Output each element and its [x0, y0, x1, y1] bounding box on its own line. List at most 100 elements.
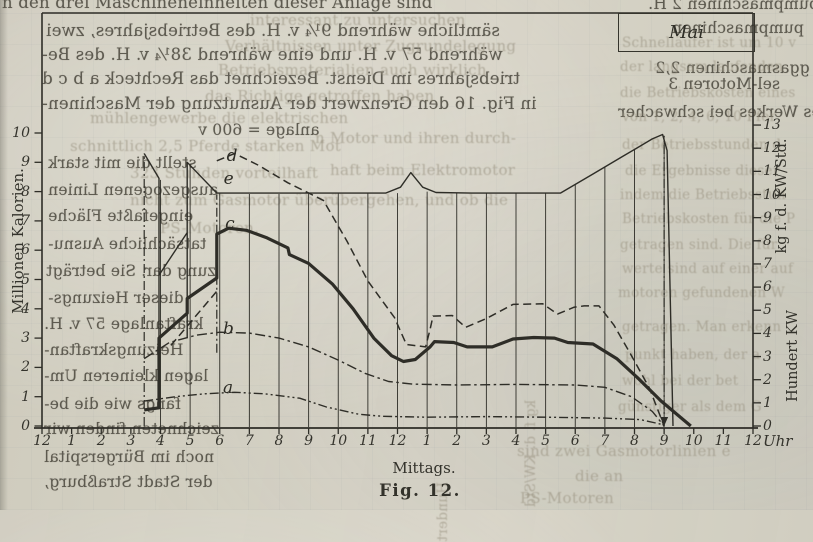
- x-tick-label: 4: [511, 433, 521, 449]
- arrow-head: [660, 417, 669, 426]
- x-tick-label: 10: [329, 433, 348, 449]
- x-tick-label: 5: [541, 433, 551, 449]
- x-tick-label: 8: [274, 433, 284, 449]
- month-label-box: Mai: [618, 13, 755, 52]
- x-tick-label: 12: [744, 433, 762, 449]
- page-text-fragment: sind zwei Gasmotorlinien e: [517, 442, 731, 460]
- y-right-tick-label: 0: [763, 418, 772, 434]
- page-text-fragment: schnittlich 2,5 Pferde starken Mot: [70, 137, 342, 155]
- x-tick-label: 10: [684, 433, 703, 449]
- y-left-tick-label: 10: [12, 125, 30, 141]
- curve-label-e: e: [223, 169, 234, 190]
- x-tick-label: 9: [304, 433, 314, 449]
- y-right-tick-label: 8: [763, 232, 772, 249]
- y-left-tick-label: 7: [21, 212, 30, 229]
- page-text-fragment: punkt haben, der a: [625, 347, 761, 363]
- y-right-tick-label: 12: [763, 140, 781, 157]
- x-tick-label: 2: [452, 433, 462, 449]
- x-tick-label: 12: [388, 433, 407, 449]
- page-text-fragment: n den drei Maschineneinheiten dieser Anl…: [2, 0, 433, 12]
- y-left-tick-label: 4: [21, 300, 30, 317]
- x-axis-unit-label: Uhr: [763, 432, 793, 450]
- x-tick-label: 6: [215, 433, 225, 449]
- x-tick-label: 2: [96, 433, 106, 449]
- page-text-fragment: lagen kleineren Um-: [44, 367, 209, 385]
- y-right-tick-label: 11: [763, 163, 781, 180]
- x-tick-label: 9: [659, 433, 669, 449]
- page-text-fragment: kraftanlage 57 v. H.: [44, 315, 204, 333]
- page-text-fragment: Verhältnissen unter Zugrundelegung: [225, 37, 517, 55]
- page-text-fragment: motoren gefundenen W: [618, 285, 786, 301]
- y-right-tick-label: 10: [763, 186, 781, 203]
- page-text-fragment: die Ergebnisse dieser: [625, 163, 780, 179]
- page-text-fragment: dieser Heizungs-: [48, 289, 184, 307]
- page-text-fragment: PS-Motoren.: [160, 219, 260, 237]
- page-text-fragment: der langsam laufenden: [620, 59, 784, 75]
- y-right-tick-label: 2: [763, 371, 772, 388]
- y-axis-right-title-upper: kg f. d. KW/Std.: [774, 138, 790, 254]
- y-left-tick-label: 6: [21, 242, 30, 259]
- page-text-fragment: die Betriebskosten eines: [620, 85, 796, 101]
- page-text-fragment: fangs wie die be-: [44, 395, 181, 413]
- figure-caption: Fig. 12.: [379, 481, 461, 500]
- curve-label-a: a: [223, 377, 234, 398]
- page-text-fragment: Heizungskraftan-: [44, 341, 184, 359]
- y-axis-right-title-lower: Hundert KW: [785, 310, 801, 402]
- x-tick-label: 11: [358, 433, 377, 449]
- curve-label-c: c: [225, 213, 235, 234]
- x-tick-label: 6: [570, 433, 580, 449]
- page-text-fragment: mühlengewerbe die elektrischen: [90, 109, 349, 127]
- page-text-fragment: haft beim Elektromotor: [330, 161, 516, 179]
- y-left-tick-label: 8: [21, 183, 30, 200]
- page-text-fragment: die an: [575, 467, 624, 485]
- page-text-fragment: n Motor und ihren durch-: [315, 129, 517, 147]
- y-left-tick-label: 1: [21, 388, 30, 405]
- page-text-fragment: das Richtige getroffen haben: [205, 87, 435, 105]
- midday-label: Mittags.: [392, 459, 456, 477]
- page-text-fragment: indem die Betriebsstun: [620, 187, 786, 203]
- page-gutter-shadow: [0, 0, 8, 510]
- x-tick-label: 1: [422, 433, 432, 449]
- x-tick-label: 11: [714, 433, 733, 449]
- y-right-tick-label: 4: [763, 325, 772, 342]
- page-text-fragment: PS-Motoren: [520, 489, 615, 507]
- y-left-tick-label: 0: [21, 418, 30, 434]
- y-right-tick-label: 9: [763, 209, 772, 226]
- x-tick-label: 5: [185, 433, 195, 449]
- x-tick-label: 3: [481, 433, 491, 449]
- x-tick-label: 12: [33, 433, 51, 449]
- page-text-fragment: nicht zum Gasmotor über: [130, 191, 331, 209]
- x-tick-label: 7: [600, 433, 610, 449]
- page-text-fragment: von 1, 2, 4, 6, 10 Pfer: [622, 109, 777, 125]
- x-tick-label: 3: [126, 433, 136, 449]
- y-left-tick-label: 5: [21, 271, 30, 288]
- y-right-tick-label: 5: [763, 302, 772, 319]
- y-right-tick-label: 7: [763, 255, 772, 272]
- page-text-fragment: der Stadt Straßburg,: [44, 473, 213, 491]
- page-text-fragment: zung dar. Sie beträgt: [46, 262, 216, 280]
- y-left-tick-label: 2: [21, 359, 30, 376]
- page-text-fragment: wohl bei der bet: [622, 373, 739, 389]
- page-text-fragment: günstiger als dem G: [618, 399, 762, 415]
- page-text-fragment: tatsächliche Ausnu-: [48, 235, 207, 253]
- x-tick-label: 1: [67, 433, 77, 449]
- page-text-fragment: Betriebsmaterialien auch wirklich: [218, 61, 487, 79]
- page-text-fragment: kg f. d. KW/Std: [523, 400, 539, 508]
- curve-label-b: b: [223, 319, 234, 340]
- y-right-tick-label: 1: [763, 394, 772, 411]
- page-text-fragment: interessant zu untersuchen: [250, 11, 466, 29]
- y-right-tick-label: 13: [763, 117, 781, 134]
- x-tick-label: 4: [156, 433, 165, 449]
- page-text-fragment: getragen sind. Die für: [620, 237, 778, 253]
- month-label: Mai: [669, 22, 704, 43]
- x-tick-label: 7: [244, 433, 254, 449]
- y-right-tick-label: 6: [763, 279, 772, 296]
- y-axis-left-title: Millionen Kalorien.: [9, 168, 27, 314]
- y-left-tick-label: 9: [21, 154, 30, 171]
- page-text-fragment: pumpmaschinen 2 H.: [648, 0, 813, 13]
- page-text-fragment: übergehen, und ob die: [330, 191, 509, 209]
- page-text-fragment: der Betriebsstunden d: [622, 137, 782, 153]
- x-tick-label: 8: [630, 433, 639, 449]
- y-left-tick-label: 3: [21, 330, 30, 347]
